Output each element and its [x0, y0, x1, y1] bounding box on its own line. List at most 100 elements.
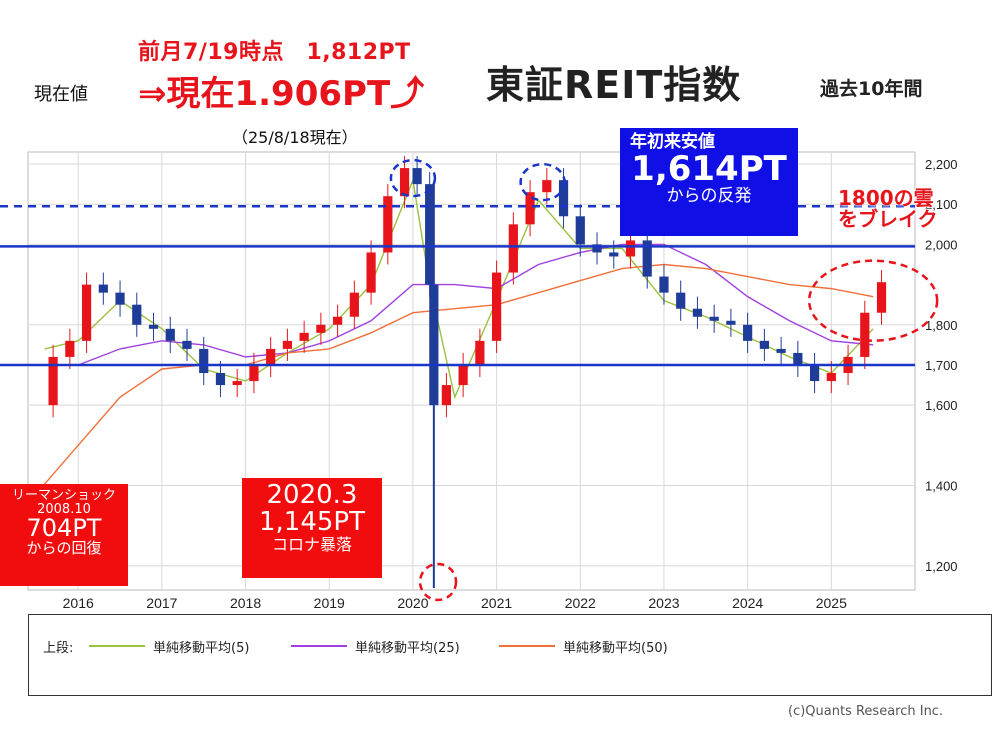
candle-body [709, 316, 719, 321]
candle-body [441, 385, 451, 406]
ma-line-2 [77, 243, 874, 366]
x-tick-label: 2020 [397, 595, 428, 611]
candle-body [826, 373, 836, 382]
candle-body [759, 340, 769, 349]
highlight-circle-4 [807, 259, 939, 342]
candle-body [809, 364, 820, 382]
covid-line2: 1,145PT [259, 507, 365, 538]
candle-body [558, 180, 569, 217]
candle-body [282, 340, 293, 349]
chart-subtitle: 過去10年間 [820, 78, 923, 100]
candle-body [676, 292, 686, 309]
candle-body [860, 312, 870, 357]
candle-body [165, 328, 175, 341]
candle-body [492, 272, 502, 341]
highlight-circle-1 [389, 158, 437, 198]
candle-body [776, 348, 786, 353]
candle-body [793, 352, 803, 365]
candle-body [333, 316, 343, 325]
candle-body [592, 244, 602, 253]
ma-line-3 [35, 263, 874, 495]
candle-body [232, 381, 242, 386]
legend-prefix: 上段: [43, 641, 74, 656]
candle-body [692, 308, 703, 317]
ytd-low-line3: からの反発 [666, 185, 752, 206]
candle-body [115, 292, 125, 305]
lehman-line4: からの回復 [26, 539, 102, 558]
legend: 上段: 単純移動平均(5) 単純移動平均(25) 単純移動平均(50) [28, 614, 992, 696]
candle-body [412, 168, 422, 185]
x-tick-label: 2022 [565, 595, 596, 611]
x-tick-label: 2023 [648, 595, 679, 611]
candle-body [132, 304, 142, 325]
candle-body [383, 196, 393, 253]
lehman-callout: リーマンショック 2008.10 704PT からの回復 [0, 484, 128, 586]
y-tick-label: 2,100 [925, 197, 958, 212]
candle-body [182, 340, 192, 349]
x-tick-label: 2018 [230, 595, 261, 611]
as-of-date: （25/8/18現在） [232, 128, 358, 147]
break-note-line1: 1800の雲 [838, 186, 934, 210]
ytd-low-callout: 年初来安値 1,614PT からの反発 [620, 128, 798, 236]
covid-line3: コロナ暴落 [271, 534, 352, 554]
candle-body [726, 320, 736, 325]
chart-title: 東証REIT指数 [486, 63, 742, 107]
candle-body [642, 240, 652, 277]
break-note: 1800の雲 をブレイク [838, 188, 938, 230]
candle-body [625, 240, 636, 257]
candle-body [299, 332, 309, 341]
legend-item-ma5: 単純移動平均(5) [153, 641, 250, 656]
previous-month-value: 前月7/19時点 1,812PT [138, 40, 411, 65]
highlight-circle-3 [418, 562, 458, 602]
legend-swatch-ma25 [291, 645, 347, 647]
candle-body [316, 324, 326, 333]
y-tick-label: 2,000 [925, 237, 958, 252]
y-tick-label: 1,700 [925, 358, 958, 373]
break-note-line2: をブレイク [838, 207, 938, 231]
candle-body [48, 356, 58, 406]
candle-body [575, 216, 585, 245]
x-tick-label: 2017 [146, 595, 177, 611]
ytd-low-line2: 1,614PT [631, 148, 787, 189]
legend-item-ma25: 単純移動平均(25) [355, 641, 460, 656]
x-tick-label: 2016 [63, 595, 94, 611]
y-tick-label: 1,400 [925, 479, 958, 494]
copyright-credit: (c)Quants Research Inc. [788, 704, 944, 719]
candle-body [199, 348, 209, 374]
y-tick-label: 1,600 [925, 398, 958, 413]
candle-body [542, 180, 552, 193]
candle-body [659, 276, 669, 293]
candle-body [743, 324, 753, 341]
axis-ticks: 2016 2017 2018 2019 2020 2021 2022 2023 2024 2025… [63, 157, 958, 611]
legend-item-ma50: 単純移動平均(50) [563, 641, 668, 656]
candle-body [215, 373, 226, 386]
candle-body [81, 284, 92, 341]
x-tick-label: 2025 [816, 595, 847, 611]
lehman-line3: 704PT [26, 514, 102, 543]
candle-body [458, 364, 468, 386]
candle-body [65, 340, 75, 357]
legend-swatch-ma50 [499, 645, 555, 647]
highlight-circle-2 [519, 162, 566, 202]
candle-body [475, 340, 485, 365]
ytd-low-line1: 年初来安値 [630, 132, 715, 152]
candle-body [148, 324, 159, 329]
lehman-line1: リーマンショック [11, 488, 116, 503]
lehman-line2: 2008.10 [37, 501, 91, 517]
candle-body [876, 282, 887, 313]
y-tick-label: 1,800 [925, 318, 958, 333]
covid-callout: 2020.3 1,145PT コロナ暴落 [242, 478, 382, 578]
current-value: ⇒現在1.906PT⤴ [138, 74, 425, 114]
candle-body [249, 364, 259, 382]
annotation-marks [389, 158, 939, 602]
price-chart: 2016 2017 2018 2019 2020 2021 2022 2023 2024 2025… [0, 151, 958, 611]
candle-body [349, 292, 359, 317]
x-tick-label: 2024 [732, 595, 763, 611]
legend-swatch-ma5 [89, 645, 145, 647]
candle-body [266, 348, 276, 365]
y-tick-label: 2,200 [925, 157, 958, 172]
y-tick-label: 1,200 [925, 559, 958, 574]
covid-line1: 2020.3 [266, 480, 358, 510]
candle-body [425, 184, 435, 285]
candle-body [366, 252, 376, 293]
